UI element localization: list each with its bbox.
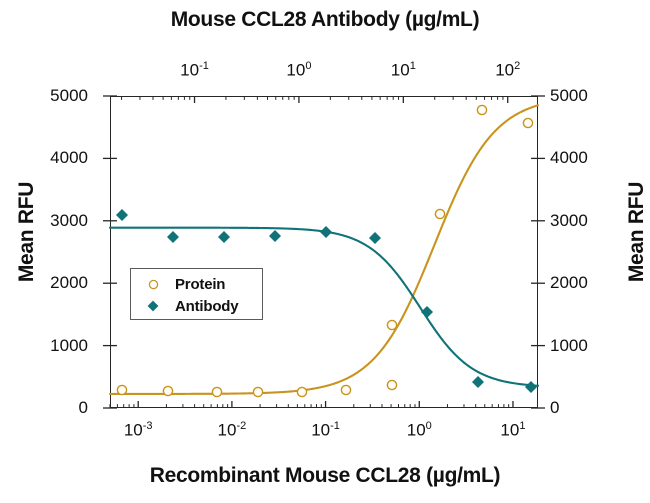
right-tick-4: 4000	[550, 148, 588, 168]
top-axis-title: Mouse CCL28 Antibody (µg/mL)	[170, 8, 480, 31]
right-tick-0: 0	[550, 398, 560, 417]
top-tick-0: 10-1	[180, 60, 209, 80]
bottom-tick-0: 10-3	[123, 420, 153, 440]
left-tick-0: 0	[78, 398, 88, 417]
left-tick-4: 4000	[50, 148, 88, 168]
open-circle-icon	[131, 278, 175, 291]
right-axis-tick-labels: 0 1000 2000 3000 4000 5000	[550, 0, 616, 503]
left-axis-tick-labels: 0 1000 2000 3000 4000 5000	[22, 0, 88, 503]
top-tick-2: 101	[390, 60, 416, 80]
left-tick-2: 2000	[50, 273, 88, 293]
plot-area	[110, 96, 538, 408]
top-tick-3: 102	[495, 60, 521, 80]
bottom-tick-3: 100	[406, 420, 432, 440]
left-tick-1: 1000	[50, 335, 88, 355]
legend-item-protein: Protein	[131, 273, 264, 295]
right-tick-1: 1000	[550, 335, 588, 355]
bottom-tick-2: 10-1	[311, 420, 340, 440]
legend-label-protein: Protein	[175, 275, 226, 293]
right-tick-3: 3000	[550, 210, 588, 230]
bottom-tick-1: 10-2	[217, 420, 247, 440]
top-tick-1: 100	[286, 60, 312, 80]
filled-diamond-icon	[131, 299, 175, 313]
left-tick-5: 5000	[50, 86, 88, 105]
legend-label-antibody: Antibody	[175, 297, 239, 315]
legend-item-antibody: Antibody	[131, 295, 264, 317]
right-tick-5: 5000	[550, 86, 588, 105]
left-tick-3: 3000	[50, 210, 88, 230]
bottom-axis-title: Recombinant Mouse CCL28 (µg/mL)	[149, 464, 501, 487]
legend: Protein Antibody	[130, 268, 263, 320]
right-axis-title: Mean RFU	[625, 181, 648, 283]
bottom-tick-4: 101	[500, 420, 526, 440]
right-tick-2: 2000	[550, 273, 588, 293]
